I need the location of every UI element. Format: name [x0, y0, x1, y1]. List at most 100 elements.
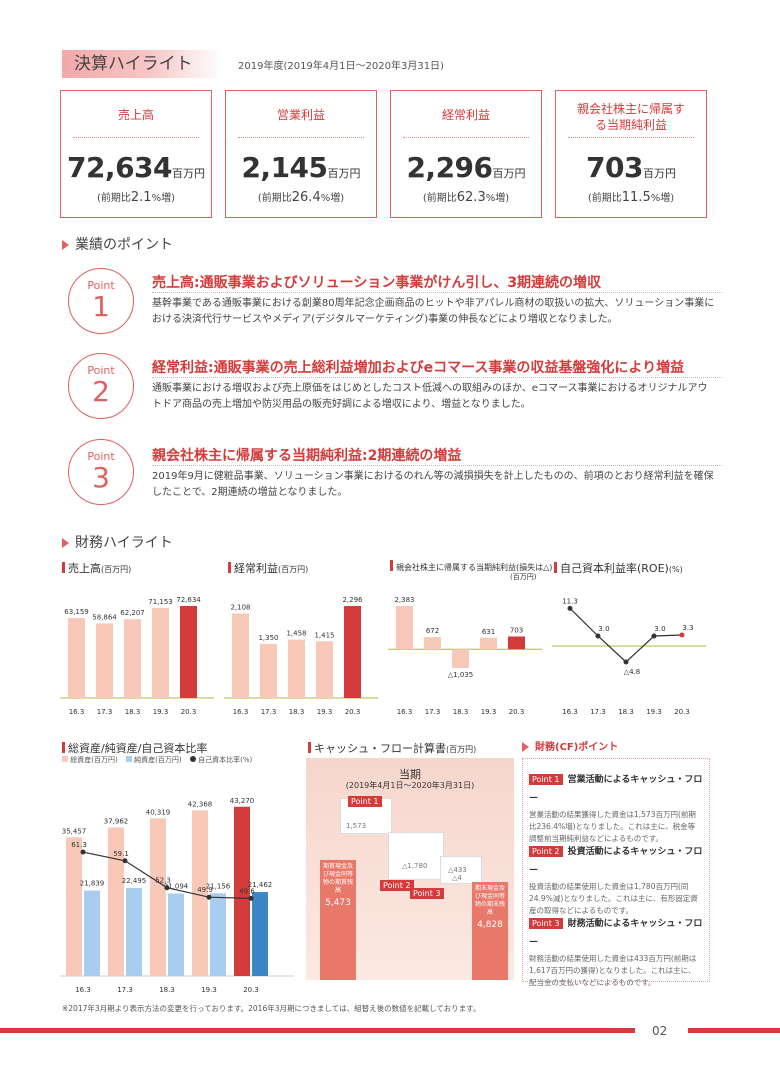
financing-cf-box [440, 856, 482, 884]
tick-label: 20.3 [345, 708, 361, 716]
data-label: 672 [426, 627, 439, 635]
chart-title-sales: 売上高(百万円) [62, 560, 131, 576]
triangle-icon [62, 538, 69, 548]
tick-label: 16.3 [233, 708, 249, 716]
bar [260, 643, 277, 698]
chart-title-assets: 総資産/純資産/自己資本比率 [62, 740, 207, 756]
bar [96, 623, 113, 698]
bar [288, 639, 305, 698]
tick-label: 20.3 [674, 708, 690, 716]
data-label: 2,108 [230, 604, 250, 612]
ordinary-income-chart: 2,108 16.3 1,350 17.3 1,458 18.3 1,415 19.3 2,29… [224, 596, 378, 716]
tick-label: 20.3 [509, 708, 525, 716]
cashflow-period-title: 当期 [399, 768, 421, 781]
data-label: 1,415 [314, 631, 334, 639]
kpi-change: (前期比26.4%増) [257, 190, 345, 205]
kpi-unit: 百万円 [642, 167, 676, 180]
cf-tag-1: Point 1 [348, 796, 382, 807]
data-label: 72,634 [176, 596, 201, 604]
data-label: 37,962 [104, 818, 129, 826]
tick-label: 19.3 [201, 986, 217, 994]
data-label: 58,864 [92, 613, 117, 621]
data-label: 1,458 [286, 630, 306, 638]
cf-points-heading: 財務(CF)ポイント [522, 738, 618, 753]
data-label: 61.3 [71, 841, 87, 849]
kpi-value: 703 [586, 151, 643, 184]
data-label: 21,156 [206, 882, 231, 890]
data-label: 71,153 [148, 598, 173, 606]
tick-label: 17.3 [590, 708, 606, 716]
data-label: 49.9 [197, 886, 213, 894]
point-badge-3: Point 3 [68, 439, 134, 505]
chart-title-net: 親会社株主に帰属する当期純利益(損失は△) [390, 560, 552, 573]
divider [152, 377, 722, 378]
kpi-change: (前期比2.1%増) [97, 190, 175, 205]
cf-tag-2: Point 2 [380, 880, 414, 891]
data-label: △1,035 [448, 671, 473, 679]
footer-bar [688, 1028, 780, 1033]
data-label: 43,270 [230, 797, 255, 805]
chart-unit-net: (百万円) [510, 573, 537, 581]
cashflow-period: (2019年4月1日〜2020年3月31日) [345, 781, 475, 790]
kpi-label: 売上高 [117, 108, 154, 122]
data-label: 21,462 [248, 881, 273, 889]
divider [152, 292, 722, 293]
fiscal-period: 2019年度(2019年4月1日〜2020年3月31日) [238, 61, 444, 72]
data-label: 62,207 [120, 609, 145, 617]
cash-end-bar: 期末現金及び現金同等物の期末残高 4,828 [472, 882, 508, 980]
bar-total-assets [66, 837, 82, 976]
data-label: 52.3 [155, 877, 171, 885]
tick-label: 16.3 [69, 708, 85, 716]
chart-title-ordinary: 経常利益(百万円) [228, 560, 308, 576]
bar [152, 607, 169, 698]
kpi-value: 2,296 [406, 151, 493, 184]
bar [508, 636, 525, 650]
bar-net-assets [126, 888, 142, 976]
kpi-unit: 百万円 [492, 167, 526, 180]
kpi-label: 親会社株主に帰属する当期純利益 [576, 102, 685, 132]
bar-net-assets [168, 893, 184, 976]
data-label: 35,457 [62, 827, 87, 835]
data-point [122, 858, 128, 864]
triangle-icon [62, 240, 69, 250]
section-title-highlights: 決算ハイライト [62, 50, 222, 78]
bar-net-assets [210, 893, 226, 976]
bar [344, 606, 361, 698]
data-point [206, 894, 212, 900]
operating-cf-value: 1,573 [346, 822, 367, 830]
cashflow-title: キャッシュ・フロー計算書(百万円) [308, 740, 476, 756]
other-cf-value: △4 [452, 874, 462, 882]
bar-total-assets [192, 810, 208, 976]
kpi-label: 営業利益 [276, 108, 325, 122]
data-label: 11.3 [562, 597, 578, 605]
tick-label: 16.3 [75, 986, 91, 994]
kpi-label: 経常利益 [441, 108, 490, 122]
roe-chart: 11.3 16.3 3.0 17.3 △4.8 18.3 3.0 19.3 3.3 20.3 [552, 597, 706, 716]
bar-total-assets [108, 827, 124, 976]
kpi-value: 72,634 [66, 151, 173, 184]
bar [68, 618, 85, 698]
data-point [595, 633, 601, 639]
tick-label: 18.3 [618, 708, 634, 716]
point-title-2: 経常利益:通販事業の売上総利益増加およびeコマース事業の収益基盤強化により増益 [152, 360, 685, 376]
tick-label: 17.3 [425, 708, 441, 716]
kpi-change: (前期比62.3%増) [422, 190, 510, 205]
tick-label: 19.3 [481, 708, 497, 716]
assets-chart: 35,457 21,839 16.3 37,962 22,495 17.3 40,319 21… [60, 797, 294, 994]
financial-heading: 財務ハイライト [62, 532, 173, 552]
divider [403, 137, 529, 138]
point-badge-1: Point 1 [68, 268, 134, 334]
data-label: 22,495 [122, 877, 147, 885]
footer-bar [0, 1028, 635, 1033]
tick-label: 17.3 [97, 708, 113, 716]
point-title-1: 売上高:通販事業およびソリューション事業がけん引し、3期連続の増収 [152, 275, 602, 291]
tick-label: 20.3 [181, 708, 197, 716]
data-label: 49.6 [239, 887, 255, 895]
tick-label: 18.3 [159, 986, 175, 994]
kpi-unit: 百万円 [327, 167, 361, 180]
footnote: ※2017年3月期より表示方法の変更を行っております。2016年3月期につきまし… [62, 1004, 481, 1013]
kpi-ordinary-income: 経常利益 2,296百万円 (前期比62.3%増) [390, 90, 542, 218]
tick-label: 19.3 [646, 708, 662, 716]
triangle-icon [522, 742, 529, 752]
points-heading: 業績のポイント [62, 234, 173, 254]
